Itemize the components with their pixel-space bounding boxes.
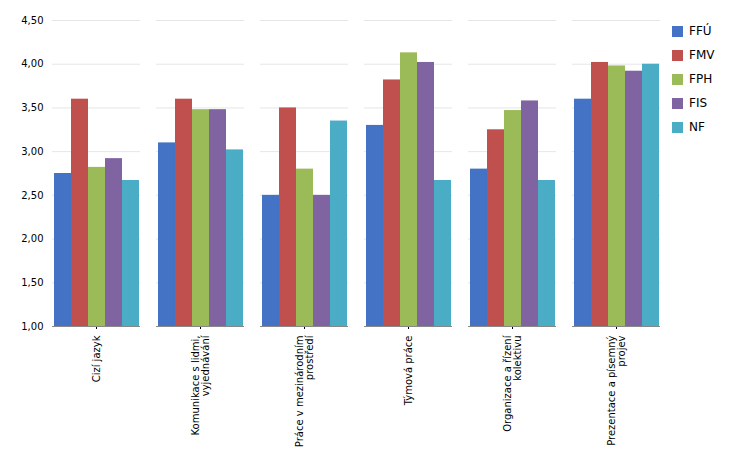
svg-text:Práce v mezinárodnímprostředí: Práce v mezinárodnímprostředí xyxy=(294,334,315,447)
svg-text:3,50: 3,50 xyxy=(21,102,43,113)
html-text:FIS: FIS xyxy=(689,96,708,110)
svg-text:2,50: 2,50 xyxy=(21,190,43,201)
svg-text:Komunikace s lidmi,vyjednávání: Komunikace s lidmi,vyjednávání xyxy=(190,334,211,435)
svg-text:4,00: 4,00 xyxy=(21,58,43,69)
svg-text:Prezentace a písemnýprojev: Prezentace a písemnýprojev xyxy=(606,335,627,445)
svg-text:1,00: 1,00 xyxy=(21,321,43,332)
svg-text:3,00: 3,00 xyxy=(21,146,43,157)
svg-text:Týmová práce: Týmová práce xyxy=(403,336,414,407)
svg-text:Organizace a řízeníkolektivu: Organizace a řízeníkolektivu xyxy=(502,334,523,432)
svg-text:4,50: 4,50 xyxy=(21,15,43,26)
svg-text:2,00: 2,00 xyxy=(21,233,43,244)
svg-text:Cizí jazyk: Cizí jazyk xyxy=(91,335,102,382)
html-text:FPH: FPH xyxy=(689,72,713,86)
svg-text:1,50: 1,50 xyxy=(21,277,43,288)
html-text:FFÚ: FFÚ xyxy=(689,24,712,38)
html-text:FMV: FMV xyxy=(689,48,715,62)
html-text:NF: NF xyxy=(689,120,705,134)
